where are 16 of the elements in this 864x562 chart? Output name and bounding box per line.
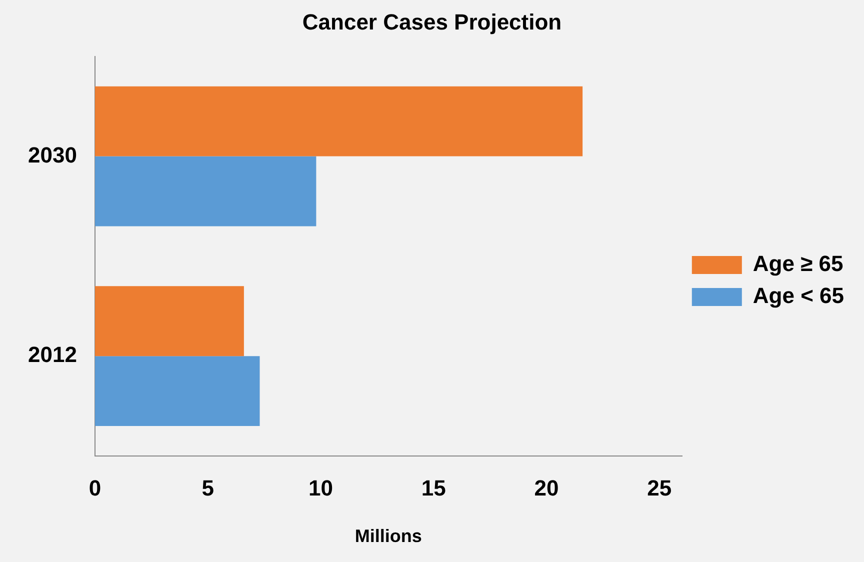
x-tick-label: 25	[647, 475, 672, 500]
x-tick-label: 10	[308, 475, 333, 500]
x-tick-label: 15	[421, 475, 446, 500]
legend-label: Age ≥ 65	[752, 251, 844, 276]
bar	[94, 86, 583, 156]
y-tick-label: 2030	[28, 142, 77, 168]
x-tick-label: 5	[202, 475, 214, 500]
chart-title: Cancer Cases Projection	[302, 9, 562, 34]
bar	[94, 156, 316, 226]
x-axis-title: Millions	[354, 526, 422, 546]
bar	[94, 286, 244, 356]
legend-label: Age < 65	[752, 283, 844, 308]
bar	[94, 356, 260, 426]
x-tick-label: 20	[534, 475, 559, 500]
y-tick-label: 2012	[28, 342, 77, 368]
x-tick-label: 0	[88, 475, 102, 500]
